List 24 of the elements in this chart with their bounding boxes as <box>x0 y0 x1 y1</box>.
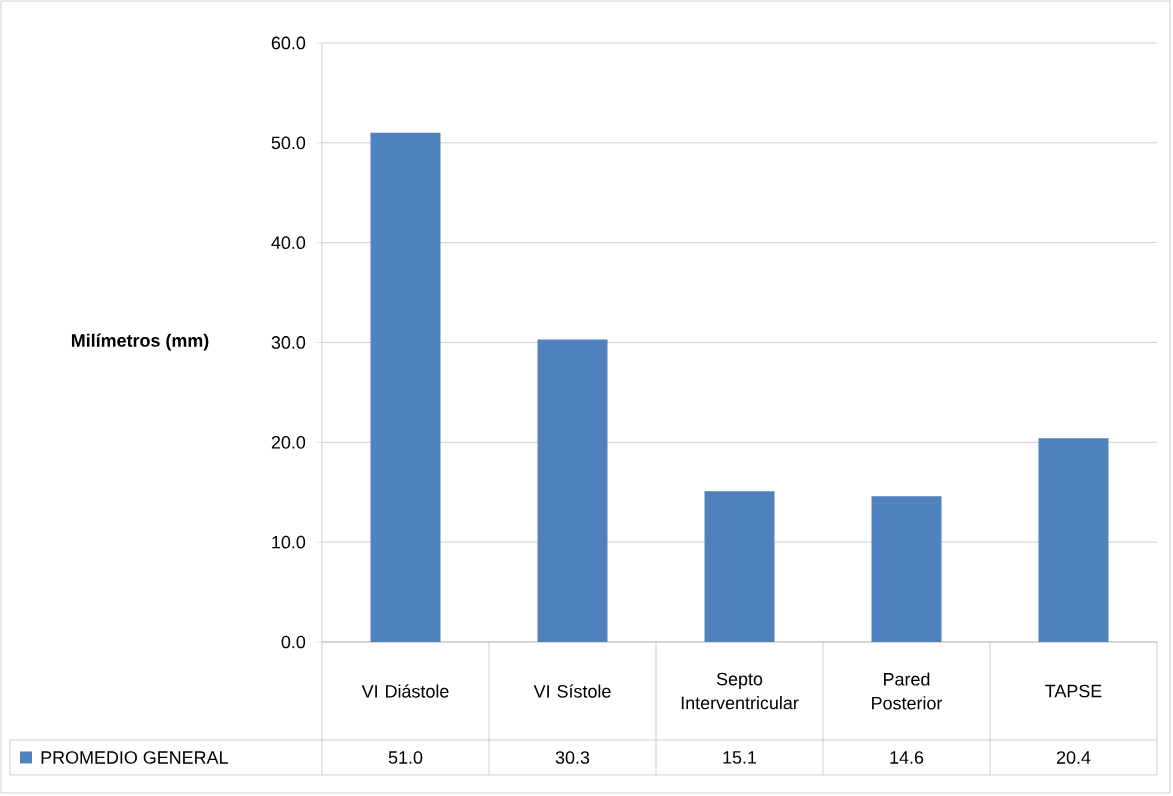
y-tick-label: 10.0 <box>272 535 306 549</box>
x-tick-label: VI Diástole <box>361 684 449 698</box>
data-label: 15.1 <box>723 751 757 764</box>
data-label: 51.0 <box>388 751 423 764</box>
y-tick-label: 40.0 <box>271 236 306 249</box>
y-tick-label: 0.0 <box>281 635 306 649</box>
x-tick-label: Septo Interventricular <box>681 672 799 710</box>
bar <box>871 496 942 642</box>
bar <box>1038 438 1109 642</box>
x-tick-label: Pared Posterior <box>872 672 943 710</box>
data-label: 20.4 <box>1056 751 1091 764</box>
y-axis-title: Milímetros (mm) <box>71 333 209 351</box>
data-label: 14.6 <box>890 751 924 764</box>
bar <box>370 132 441 642</box>
legend-label: PROMEDIO GENERAL <box>41 751 228 764</box>
data-label: 30.3 <box>555 751 590 764</box>
y-tick-label: 60.0 <box>271 36 306 50</box>
bar <box>704 491 775 642</box>
x-tick-label: TAPSE <box>1045 684 1102 698</box>
y-tick-label: 50.0 <box>271 136 306 150</box>
bar <box>537 339 608 642</box>
y-tick-label: 20.0 <box>271 435 306 449</box>
x-tick-label: VI Sístole <box>533 684 611 698</box>
y-tick-label: 30.0 <box>271 336 306 349</box>
